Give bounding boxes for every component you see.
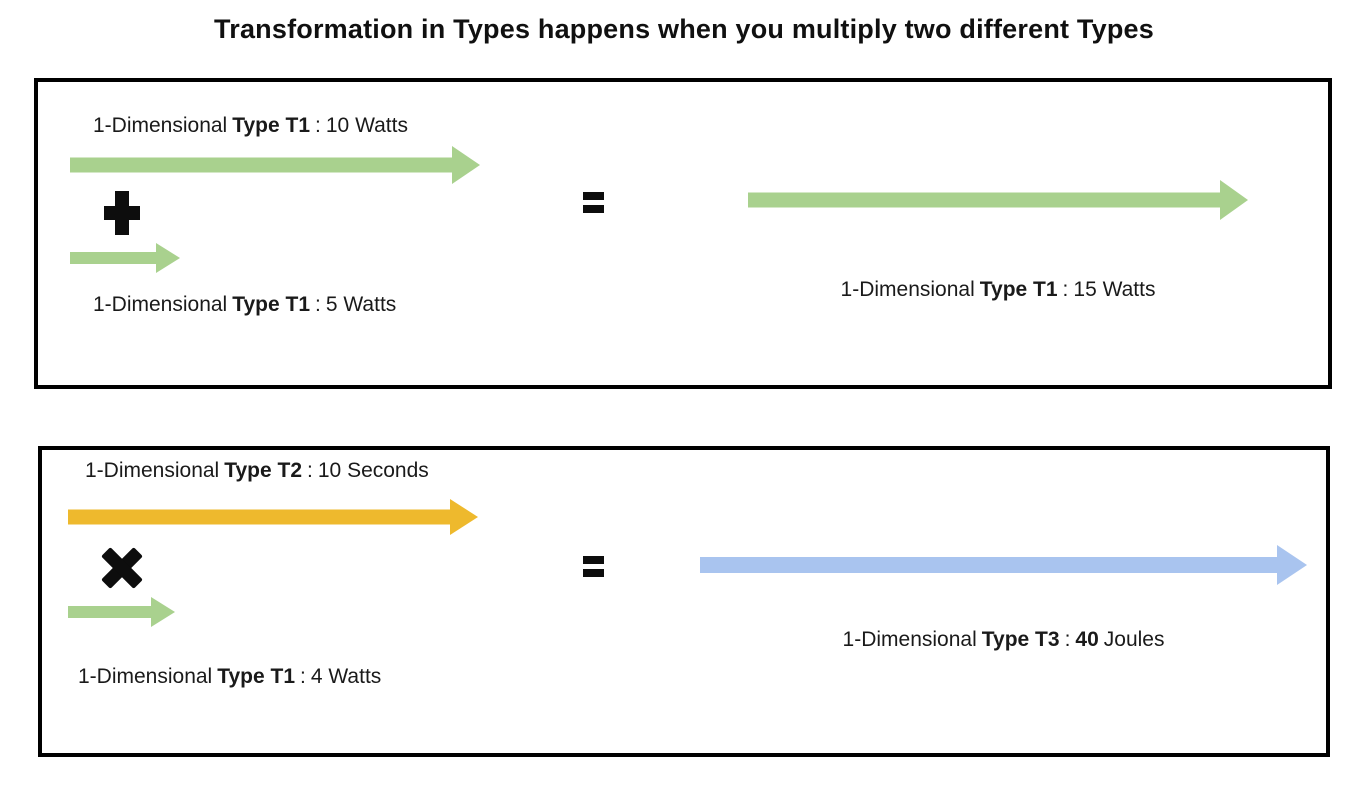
arrow-t3-40-joules <box>700 545 1307 585</box>
label-type: Type T1 <box>979 278 1058 301</box>
addition-operand-a-label: 1-Dimensional Type T1:10 Watts <box>93 114 408 138</box>
label-type: Type T1 <box>232 293 311 316</box>
arrow-t1-5-watts <box>70 243 180 273</box>
label-type: Type T1 <box>217 665 296 688</box>
equals-icon <box>583 192 604 213</box>
label-value-bold: 40 <box>1075 628 1099 651</box>
arrow-t1-4-watts <box>68 597 175 627</box>
label-separator: : <box>300 665 306 688</box>
label-value: Joules <box>1103 628 1165 651</box>
arrow-t1-10-watts <box>70 146 480 184</box>
label-separator: : <box>1062 278 1069 301</box>
label-prefix: 1-Dimensional <box>93 114 228 137</box>
arrow-head <box>151 597 175 627</box>
label-prefix: 1-Dimensional <box>842 628 977 651</box>
arrow-head <box>450 499 478 535</box>
arrow-head <box>156 243 180 273</box>
arrow-body <box>748 192 1220 208</box>
plus-icon <box>104 191 140 235</box>
addition-operand-b-label: 1-Dimensional Type T1:5 Watts <box>93 293 396 317</box>
arrow-t1-15-watts <box>748 180 1248 220</box>
equals-icon <box>583 556 604 577</box>
label-type: Type T3 <box>981 628 1060 651</box>
label-prefix: 1-Dimensional <box>78 665 213 688</box>
arrow-head <box>1277 545 1307 585</box>
label-type: Type T2 <box>224 459 303 482</box>
label-value: 4 Watts <box>310 665 382 688</box>
multiplication-operand-a-label: 1-Dimensional Type T2:10 Seconds <box>85 459 429 483</box>
label-value: 10 Watts <box>325 114 408 137</box>
arrow-body <box>70 157 452 173</box>
label-prefix: 1-Dimensional <box>85 459 220 482</box>
multiplication-panel <box>38 446 1330 757</box>
multiplication-operand-b-label: 1-Dimensional Type T1:4 Watts <box>78 665 381 689</box>
multiplication-result-label: 1-Dimensional Type T3:40 Joules <box>700 628 1307 652</box>
arrow-head <box>452 146 480 184</box>
arrow-body <box>68 606 151 618</box>
label-type: Type T1 <box>232 114 311 137</box>
arrow-body <box>700 557 1277 573</box>
arrow-body <box>68 509 450 525</box>
arrow-head <box>1220 180 1248 220</box>
label-value: 15 Watts <box>1073 278 1156 301</box>
label-prefix: 1-Dimensional <box>93 293 228 316</box>
label-separator: : <box>307 459 313 482</box>
label-separator: : <box>315 293 321 316</box>
multiply-icon <box>101 547 143 589</box>
page-title: Transformation in Types happens when you… <box>214 14 1154 44</box>
addition-panel <box>34 78 1332 389</box>
label-prefix: 1-Dimensional <box>840 278 975 301</box>
label-separator: : <box>1064 628 1071 651</box>
arrow-body <box>70 252 156 264</box>
label-separator: : <box>315 114 321 137</box>
arrow-t2-10-seconds <box>68 499 478 535</box>
label-value: 10 Seconds <box>317 459 429 482</box>
addition-result-label: 1-Dimensional Type T1:15 Watts <box>748 278 1248 302</box>
label-value: 5 Watts <box>325 293 397 316</box>
